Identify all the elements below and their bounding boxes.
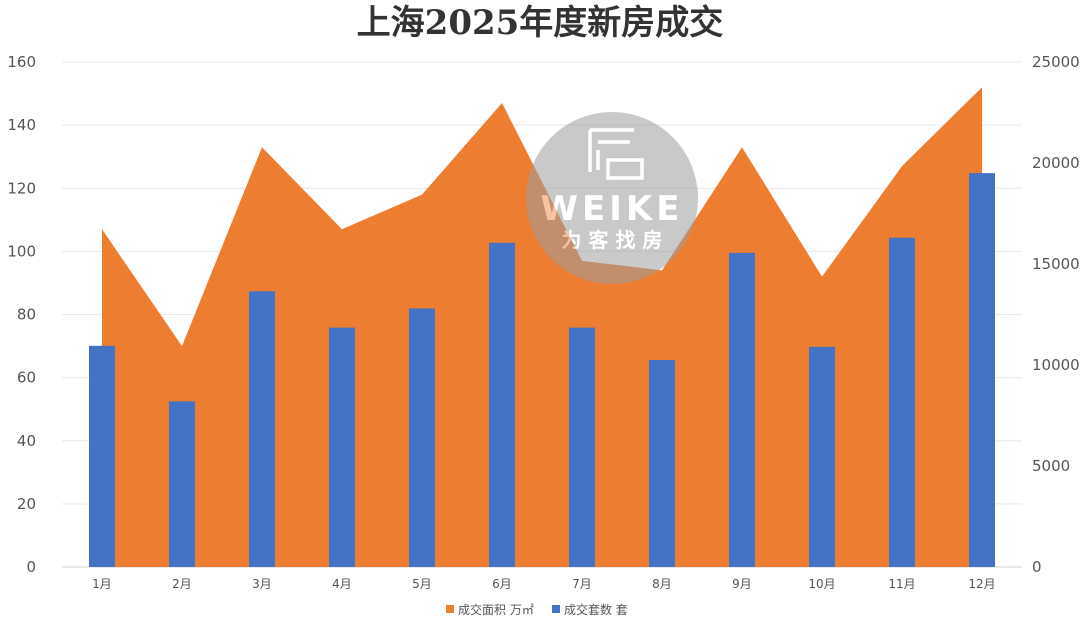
x-axis: 1月 2月 3月 4月 5月 6月 7月 8月 9月 10月 11月 12月 [92,577,995,591]
right-tick-label: 15000 [1032,255,1080,273]
x-tick-label: 8月 [652,577,672,591]
bar [249,291,275,567]
bar [569,327,595,567]
watermark-logo: WEIKE 为 客 找 房 [526,112,698,284]
legend-swatch-area [446,605,454,613]
bar [329,327,355,567]
x-tick-label: 9月 [732,577,752,591]
x-tick-label: 4月 [332,577,352,591]
right-tick-label: 10000 [1032,356,1080,374]
chart-title: 上海2025年度新房成交 [357,3,724,43]
left-tick-label: 160 [7,53,36,71]
area-series-layer [101,87,983,567]
legend-swatch-bar [552,605,560,613]
bar [489,242,515,568]
bar-series-layer [89,173,995,568]
x-tick-label: 12月 [968,577,995,591]
bar [649,359,675,567]
right-tick-label: 5000 [1032,457,1070,475]
area-series [102,87,982,567]
right-tick-label: 0 [1032,558,1042,576]
watermark-brand: WEIKE [541,189,684,229]
x-tick-label: 10月 [808,577,835,591]
left-tick-label: 100 [7,242,36,260]
right-tick-label: 25000 [1032,53,1080,71]
legend-label-area: 成交面积 万㎡ [458,602,534,617]
left-tick-label: 60 [17,369,36,387]
bar [89,345,115,567]
bar [409,308,435,567]
left-y-axis: 0 20 40 60 80 100 120 140 160 [7,53,36,576]
x-tick-label: 1月 [92,577,112,591]
watermark-circle [526,112,698,284]
right-y-axis: 0 5000 10000 15000 20000 25000 [1032,53,1080,576]
legend: 成交面积 万㎡ 成交套数 套 [446,602,628,617]
x-tick-label: 6月 [492,577,512,591]
legend-label-bar: 成交套数 套 [564,602,628,617]
bar [169,401,195,567]
left-tick-label: 20 [17,495,36,513]
x-tick-label: 7月 [572,577,592,591]
watermark-tagline: 为 客 找 房 [562,228,663,252]
left-tick-label: 0 [26,558,36,576]
right-tick-label: 20000 [1032,154,1080,172]
left-tick-label: 120 [7,179,36,197]
bar [889,237,915,568]
bar [969,173,995,567]
left-tick-label: 140 [7,116,36,134]
x-tick-label: 5月 [412,577,432,591]
x-tick-label: 3月 [252,577,272,591]
bar [809,346,835,567]
watermark-house-icon [588,128,644,180]
x-tick-label: 11月 [888,577,915,591]
left-tick-label: 40 [17,432,36,450]
bar [729,252,755,567]
left-tick-label: 80 [17,306,36,324]
x-tick-label: 2月 [172,577,192,591]
